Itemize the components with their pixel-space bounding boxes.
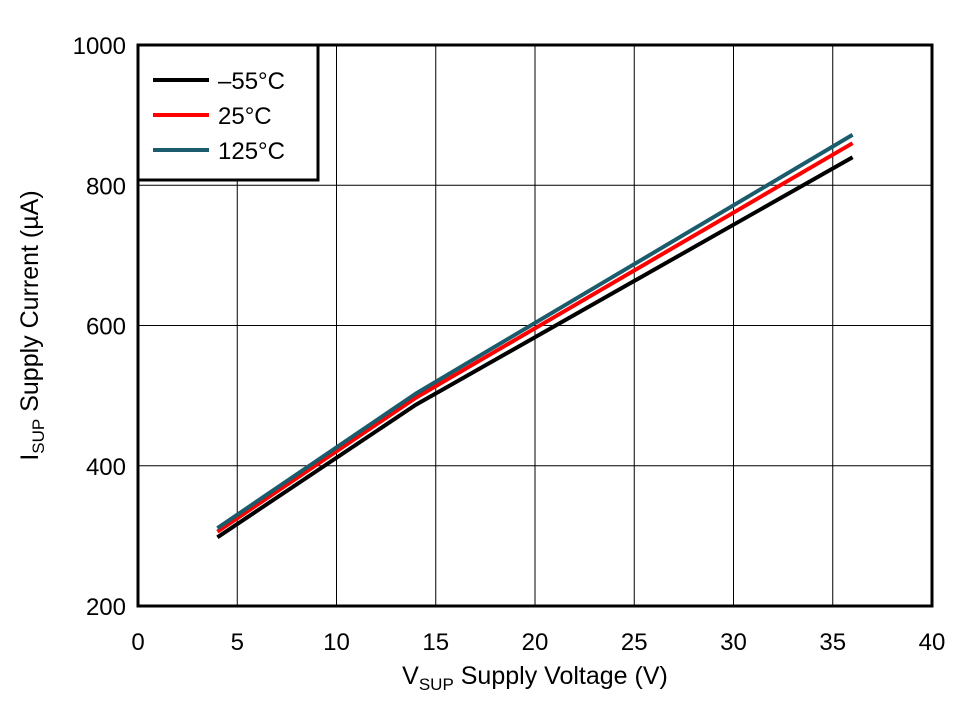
legend-label: –55°C bbox=[218, 68, 285, 95]
y-tick-label: 400 bbox=[86, 454, 126, 481]
legend-box bbox=[136, 43, 320, 182]
y-tick-label: 200 bbox=[86, 594, 126, 621]
y-tick-label: 800 bbox=[86, 173, 126, 200]
x-tick-label: 25 bbox=[621, 629, 648, 656]
legend-label: 125°C bbox=[218, 138, 285, 165]
y-tick-label: 600 bbox=[86, 314, 126, 341]
x-tick-label: 40 bbox=[919, 629, 946, 656]
x-tick-label: 20 bbox=[522, 629, 549, 656]
x-tick-label: 35 bbox=[819, 629, 846, 656]
x-axis-label: VSUP Supply Voltage (V) bbox=[402, 662, 668, 694]
x-tick-label: 30 bbox=[720, 629, 747, 656]
series-line bbox=[216, 155, 854, 539]
y-tick-label: 1000 bbox=[73, 33, 126, 60]
series-line bbox=[216, 141, 854, 534]
series-line bbox=[216, 133, 854, 530]
x-tick-label: 15 bbox=[422, 629, 449, 656]
legend-label: 25°C bbox=[218, 103, 272, 130]
x-tick-label: 10 bbox=[323, 629, 350, 656]
plot-frame bbox=[136, 43, 934, 608]
x-tick-label: 0 bbox=[131, 629, 144, 656]
x-tick-label: 5 bbox=[231, 629, 244, 656]
y-axis-label: ISUP Supply Current (µA) bbox=[16, 190, 48, 460]
